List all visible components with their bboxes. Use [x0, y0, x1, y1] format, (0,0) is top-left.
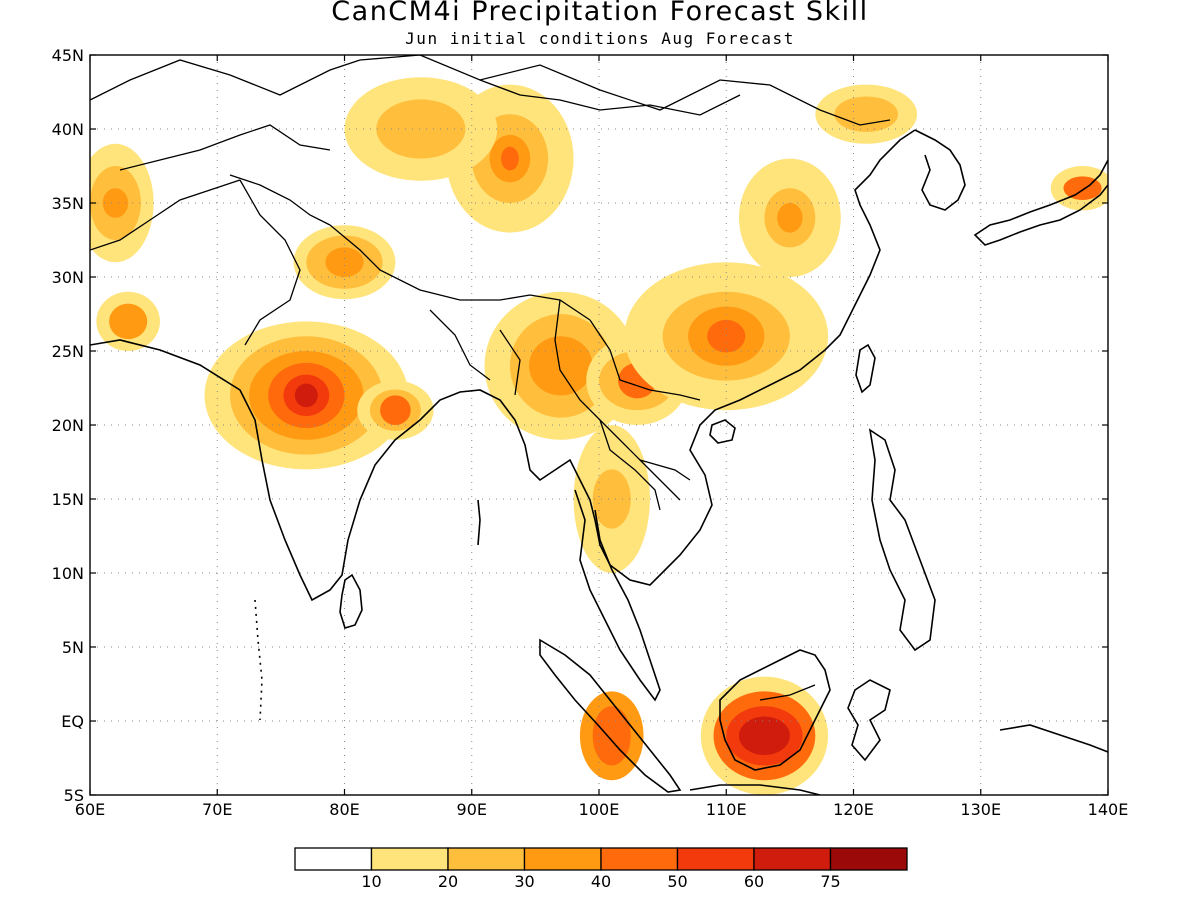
lat-tick-label: 45N — [52, 46, 84, 65]
skill-contour-northeast-china — [834, 96, 899, 132]
map-title: CanCM4i Precipitation Forecast Skill — [331, 0, 869, 27]
country-borders — [90, 55, 891, 701]
lon-tick-label: 110E — [706, 800, 747, 819]
lon-tick-label: 80E — [329, 800, 359, 819]
coastline-japan — [973, 159, 1108, 246]
skill-contour-sumatra — [592, 706, 631, 766]
skill-contour-pakistan — [109, 303, 148, 340]
colorbar-swatch — [676, 847, 755, 871]
coastline-maldives — [254, 599, 263, 721]
lat-tick-label: 35N — [52, 194, 84, 213]
lat-tick-label: 20N — [52, 416, 84, 435]
lat-tick-label: 15N — [52, 490, 84, 509]
lat-tick-label: 30N — [52, 268, 84, 287]
border-china-south — [359, 55, 891, 511]
coastline-hainan — [709, 419, 736, 444]
coastline-malay-peninsula — [574, 489, 661, 702]
colorbar-swatch — [600, 847, 679, 871]
skill-contour-mongolia-west — [376, 99, 466, 159]
skill-shading-layer — [90, 77, 1108, 795]
colorbar: 10 20 30 40 50 60 75 — [294, 847, 908, 891]
coastline-korea — [914, 129, 966, 211]
coastline-taiwan — [855, 343, 876, 394]
colorbar-swatch — [523, 847, 602, 871]
lat-tick-label: EQ — [61, 712, 84, 731]
gridlines — [90, 55, 1108, 795]
axes: 60E 70E 80E 90E 100E 110E 120E 130E 140E 45N 40N 35… — [52, 46, 1129, 819]
skill-contour-tibet-north — [501, 146, 519, 171]
lon-tick-label: 60E — [75, 800, 105, 819]
skill-contour-indochina — [592, 469, 631, 529]
lon-tick-label: 140E — [1088, 800, 1129, 819]
lat-tick-label: 40N — [52, 120, 84, 139]
lon-tick-label: 100E — [579, 800, 620, 819]
map-subtitle: Jun initial conditions Aug Forecast — [405, 29, 795, 48]
border-india — [239, 179, 591, 396]
lon-tick-label: 90E — [457, 800, 487, 819]
border-central-asia — [90, 59, 361, 251]
skill-contour-south-china — [707, 319, 746, 353]
colorbar-swatch — [294, 847, 373, 871]
coastline-new-guinea — [999, 724, 1108, 753]
coastline-java — [689, 784, 821, 795]
lon-tick-label: 130E — [960, 800, 1001, 819]
lat-tick-label: 10N — [52, 564, 84, 583]
colorbar-label: 30 — [514, 872, 534, 891]
lat-tick-label: 5S — [64, 786, 84, 805]
lat-tick-label: 25N — [52, 342, 84, 361]
colorbar-swatch — [447, 847, 526, 871]
skill-contour-iran — [102, 188, 129, 218]
colorbar-label: 10 — [361, 872, 381, 891]
colorbar-label: 20 — [438, 872, 458, 891]
colorbar-swatch — [370, 847, 449, 871]
skill-contour-central-china — [777, 203, 803, 233]
skill-contour-east-india — [380, 395, 411, 426]
coastline-sulawesi — [847, 679, 891, 762]
colorbar-label: 75 — [820, 872, 840, 891]
skill-contour-borneo — [738, 716, 790, 756]
colorbar-label: 60 — [744, 872, 764, 891]
colorbar-label: 50 — [667, 872, 687, 891]
skill-contour-myanmar — [529, 336, 593, 396]
skill-contour-northwest-india — [294, 383, 318, 408]
border-borneo — [759, 684, 816, 701]
coastline-south-asia — [90, 129, 916, 602]
coastline-borneo — [719, 649, 831, 771]
lon-tick-label: 120E — [833, 800, 874, 819]
coastlines — [90, 129, 1108, 795]
skill-contour-north-india — [325, 247, 364, 277]
lon-tick-label: 70E — [202, 800, 232, 819]
coastline-andaman — [477, 499, 481, 546]
colorbar-swatch — [829, 847, 908, 871]
coastline-sri-lanka — [339, 573, 363, 629]
lat-tick-label: 5N — [62, 638, 84, 657]
colorbar-label: 40 — [591, 872, 611, 891]
colorbar-swatch — [753, 847, 832, 871]
coastline-philippines — [868, 428, 936, 652]
coastline-sumatra — [539, 638, 682, 793]
border-mongolia — [479, 79, 741, 116]
